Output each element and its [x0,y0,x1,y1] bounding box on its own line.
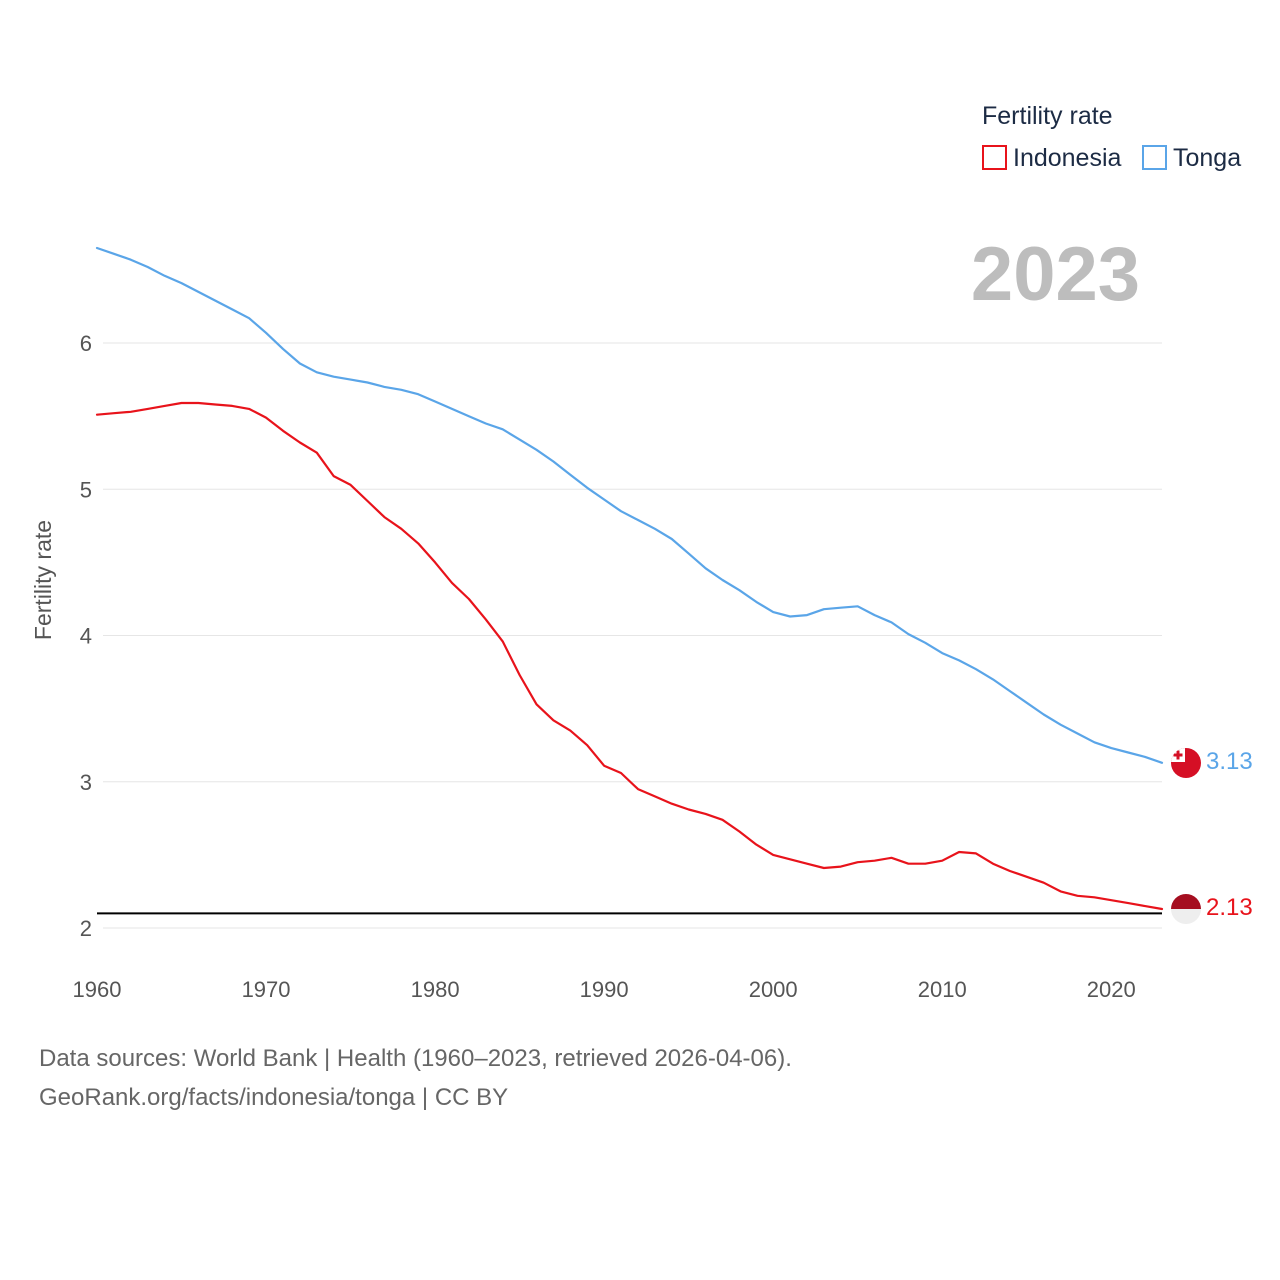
y-axis-title: Fertility rate [30,520,56,640]
x-tick-label: 1990 [580,977,629,1002]
flags [1171,748,1201,924]
footer-sources: Data sources: World Bank | Health (1960–… [39,1045,792,1072]
legend-title: Fertility rate [982,102,1113,130]
y-tick-label: 2 [80,916,92,941]
x-tick-label: 2020 [1087,977,1136,1002]
series-lines [95,246,1164,911]
x-tick-label: 2000 [749,977,798,1002]
indonesia-flag-icon [1171,894,1201,924]
fertility-chart: 2 3 4 5 6 1960 1970 1980 1990 2000 2010 2020 Ferti… [30,102,1253,1002]
end-label-indonesia: 2.13 [1206,894,1253,921]
legend-swatch-tonga[interactable] [1142,145,1167,170]
y-tick-label: 5 [80,477,92,502]
x-axis-ticks: 1960 1970 1980 1990 2000 2010 2020 [73,977,1136,1002]
legend-label-tonga[interactable]: Tonga [1173,144,1241,172]
tonga-flag-icon [1171,748,1201,778]
x-tick-label: 1970 [242,977,291,1002]
x-tick-label: 1980 [411,977,460,1002]
legend-swatch-indonesia[interactable] [982,145,1007,170]
x-tick-label: 1960 [73,977,122,1002]
y-axis-ticks: 2 3 4 5 6 [80,331,92,941]
year-label: 2023 [971,232,1140,317]
end-label-tonga: 3.13 [1206,748,1253,775]
x-tick-label: 2010 [918,977,967,1002]
gridlines [103,342,1162,929]
legend-label-indonesia[interactable]: Indonesia [1013,144,1122,172]
y-tick-label: 6 [80,331,92,356]
footer-attribution[interactable]: GeoRank.org/facts/indonesia/tonga | CC B… [39,1084,509,1111]
legend[interactable]: Fertility rate Indonesia Tonga [982,102,1241,172]
y-tick-label: 3 [80,770,92,795]
series-line-indonesia [95,401,1164,911]
y-tick-label: 4 [80,624,92,649]
series-line-tonga [95,246,1164,764]
